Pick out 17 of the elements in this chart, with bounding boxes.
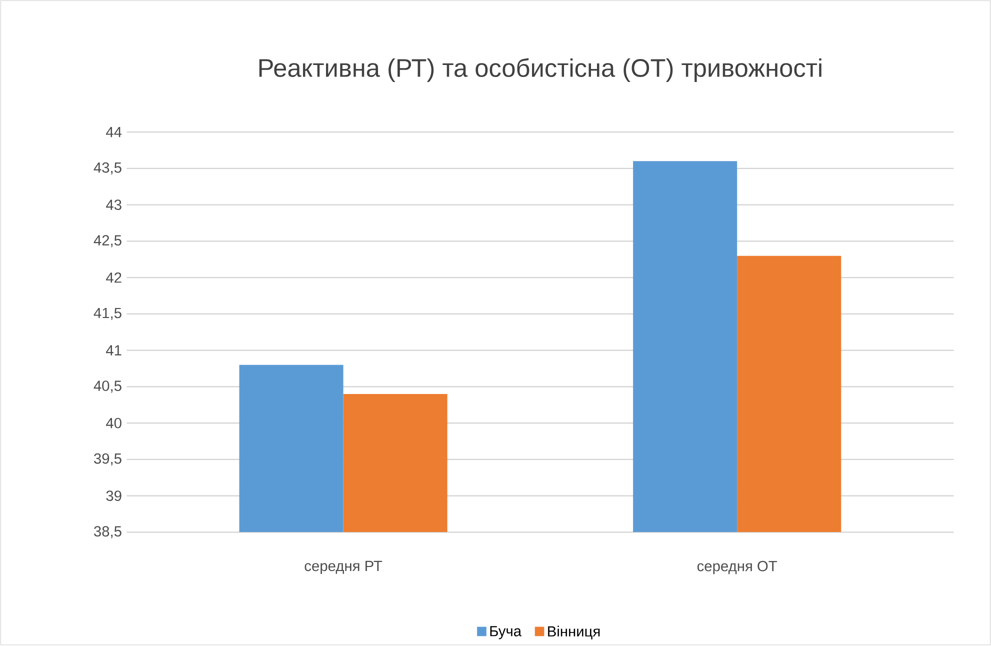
y-tick-label: 43 [106,200,122,210]
x-tick-label: середня РТ [304,561,382,574]
y-tick-label: 38,5 [94,526,122,538]
y-tick-label: 40 [106,418,122,428]
x-tick-label: середня ОТ [697,561,777,574]
y-tick-label: 42 [106,272,122,283]
y-tick-label: 43,5 [94,162,122,175]
y-tick-label: 40,5 [94,380,122,393]
legend-label: Буча [490,626,522,640]
y-tick-label: 39,5 [94,454,122,466]
legend-label: Вінниця [548,626,600,640]
y-tick-label: 44 [106,127,122,138]
y-tick-label: 42,5 [94,235,122,248]
y-tick-label: 41,5 [94,308,122,320]
chart-title: Реактивна (РТ) та особистісна (ОТ) тривожності [259,58,822,82]
y-tick-label: 41 [106,345,122,356]
y-tick-label: 39 [106,490,122,502]
